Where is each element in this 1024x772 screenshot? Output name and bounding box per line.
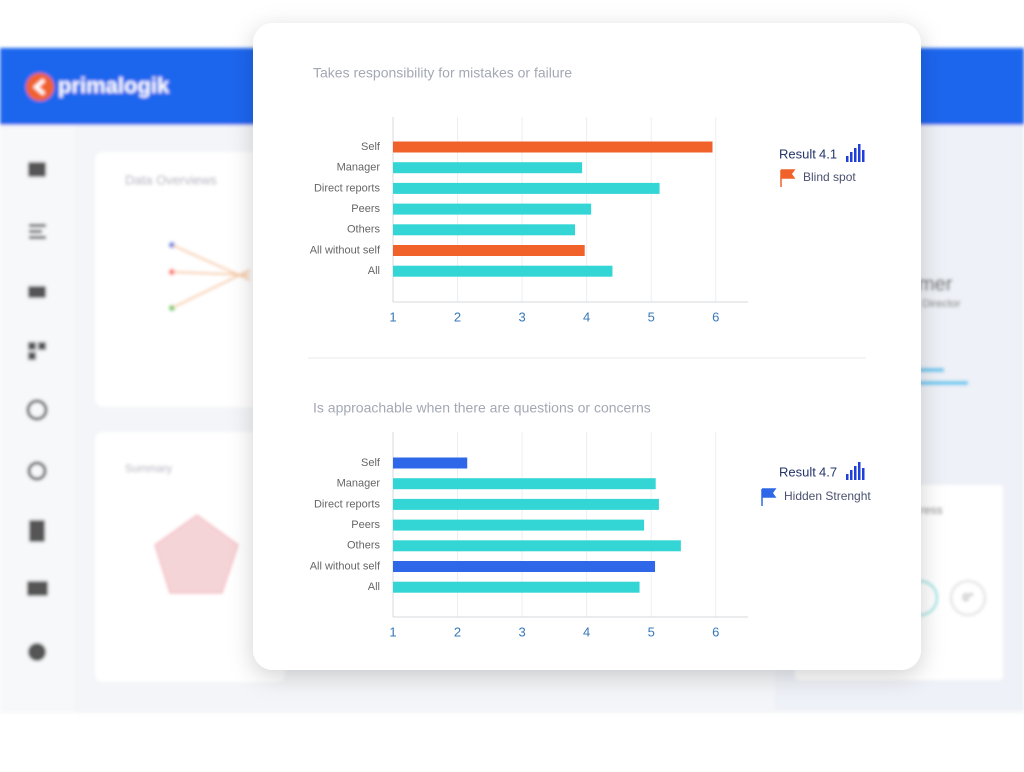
x-tick-label: 4 [583, 624, 590, 639]
charts: Takes responsibility for mistakes or fai… [310, 65, 872, 640]
signal-icon [854, 466, 857, 480]
progress-value: 0° [963, 592, 974, 604]
signal-icon [854, 148, 857, 162]
panel-title: Data Overviews [125, 172, 217, 187]
chart-title: Is approachable when there are questions… [313, 400, 651, 416]
bar [393, 245, 585, 256]
x-tick-label: 5 [648, 624, 655, 639]
flag-icon [761, 488, 777, 506]
result-label: Result [779, 146, 816, 161]
x-tick-label: 1 [389, 624, 396, 639]
category-label: Direct reports [314, 182, 381, 194]
category-label: All without self [310, 560, 381, 572]
category-label: Self [361, 141, 381, 153]
x-tick-label: 4 [583, 309, 590, 324]
panel [95, 152, 285, 407]
category-label: Direct reports [314, 498, 381, 510]
signal-icon [858, 144, 861, 162]
sidebar-icons [26, 162, 48, 661]
category-label: All [368, 265, 380, 277]
bar [393, 224, 576, 236]
logo-text: primalogik [58, 73, 170, 98]
bar [393, 141, 713, 153]
bar [393, 265, 613, 277]
x-tick-label: 2 [454, 624, 461, 639]
signal-icon [862, 150, 865, 162]
bar [393, 457, 468, 469]
bar [393, 540, 681, 552]
bar [393, 581, 640, 593]
category-label: Manager [337, 478, 381, 490]
chart-title: Takes responsibility for mistakes or fai… [313, 65, 572, 81]
bar [393, 203, 592, 215]
signal-icon [862, 468, 865, 480]
result-value: 4.1 [819, 146, 837, 161]
signal-icon [846, 156, 849, 162]
progress-title: ress [920, 503, 943, 517]
signal-icon [858, 462, 861, 480]
result-label: Result [779, 464, 816, 479]
bar [393, 519, 645, 531]
signal-icon [846, 474, 849, 480]
x-tick-label: 6 [712, 309, 719, 324]
flag-label: Hidden Strenght [784, 489, 871, 503]
x-tick-label: 1 [389, 309, 396, 324]
signal-icon [850, 470, 853, 480]
x-tick-label: 5 [648, 309, 655, 324]
category-label: All [368, 581, 380, 593]
flag-label: Blind spot [803, 170, 856, 184]
profile-name: mer [918, 273, 953, 295]
category-label: All without self [310, 244, 381, 256]
category-label: Manager [337, 162, 381, 174]
bar [393, 561, 656, 572]
result-value: 4.7 [819, 464, 837, 479]
x-tick-label: 3 [518, 309, 525, 324]
category-label: Peers [351, 519, 380, 531]
bar [393, 182, 660, 194]
logo-icon [26, 73, 54, 101]
category-label: Self [361, 457, 381, 469]
panel-title: Summary [125, 463, 173, 475]
x-tick-label: 2 [454, 309, 461, 324]
flag-icon [780, 169, 796, 187]
x-tick-label: 6 [712, 624, 719, 639]
category-label: Peers [351, 203, 380, 215]
category-label: Others [347, 540, 381, 552]
category-label: Others [347, 224, 381, 236]
bar [393, 478, 656, 490]
profile-role: Director [922, 298, 961, 310]
signal-icon [850, 152, 853, 162]
x-tick-label: 3 [518, 624, 525, 639]
bar [393, 162, 583, 174]
bar [393, 498, 659, 510]
